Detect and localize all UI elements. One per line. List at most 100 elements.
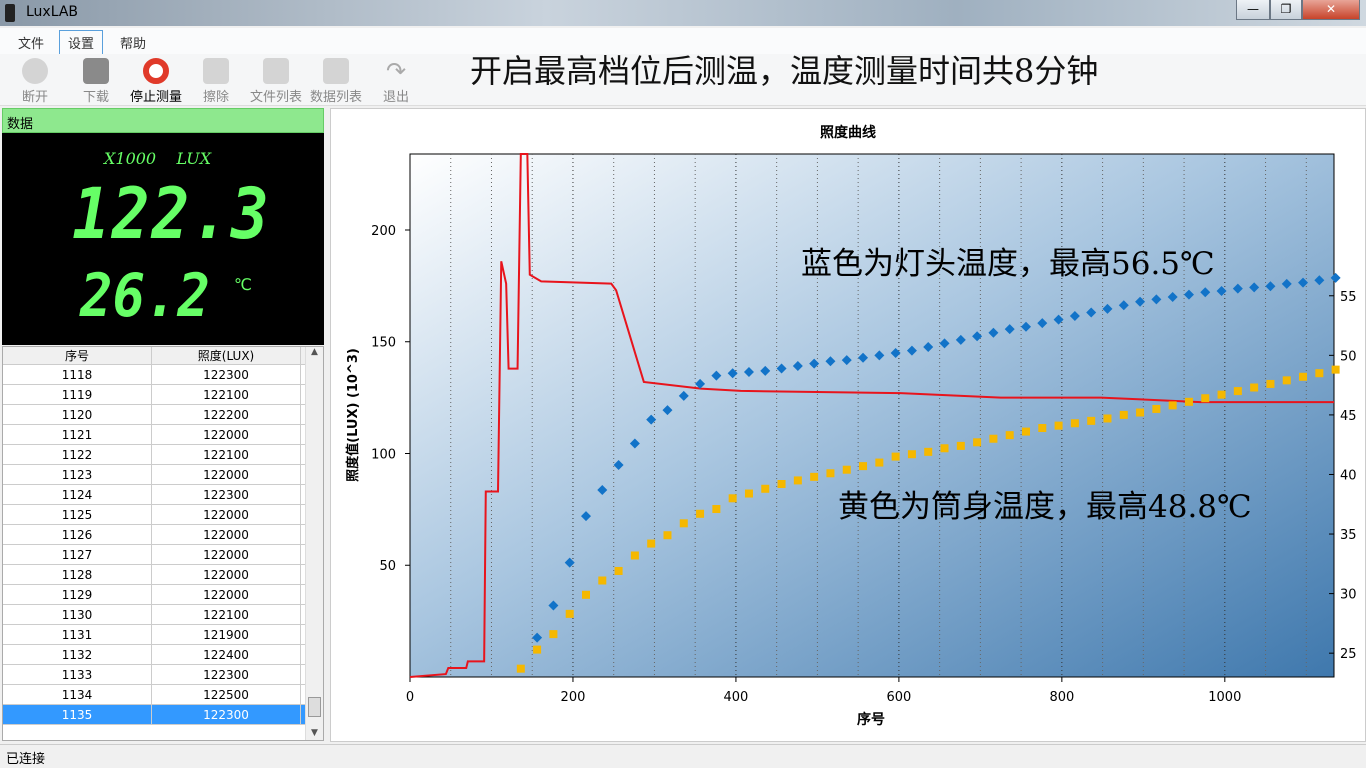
maximize-button[interactable]: ❐ (1270, 0, 1302, 20)
y2-tick-label: 50 (1340, 349, 1357, 364)
table-row[interactable]: 1133 122300 (3, 665, 323, 685)
erase-button[interactable]: 擦除 (203, 58, 229, 105)
table-row[interactable]: 1119 122100 (3, 385, 323, 405)
plot-area (409, 153, 1335, 678)
head-temp-point (1167, 291, 1178, 302)
scroll-thumb[interactable] (308, 697, 321, 717)
head-temp-point (923, 341, 934, 352)
col-lux[interactable]: 照度(LUX) (152, 347, 301, 364)
head-temp-point (1004, 324, 1015, 335)
unit-label: X1000 LUX (104, 149, 212, 168)
temp-unit: ℃ (234, 275, 252, 294)
cell-lux: 122300 (152, 365, 301, 384)
disconnect-button[interactable]: 断开 (22, 58, 48, 105)
table-row[interactable]: 1126 122000 (3, 525, 323, 545)
head-temp-point (1102, 303, 1113, 314)
address-book-icon (83, 58, 109, 84)
annotation-body-temp: 黄色为筒身温度，最高48.8℃ (838, 489, 1252, 525)
table-row[interactable]: 1128 122000 (3, 565, 323, 585)
head-temp-point (548, 600, 559, 611)
head-temp-point (597, 484, 608, 495)
head-temp-point (662, 405, 673, 416)
x-tick-label: 400 (724, 690, 749, 705)
y2-tick-label: 45 (1340, 409, 1357, 424)
body-temp-point (907, 450, 916, 459)
body-temp-point (549, 630, 558, 639)
table-row[interactable]: 1130 122100 (3, 605, 323, 625)
menu-help[interactable]: 帮助 (120, 37, 147, 52)
table-row[interactable]: 1127 122000 (3, 545, 323, 565)
table-scrollbar[interactable]: ▲ ▼ (305, 347, 323, 740)
download-button[interactable]: 下载 (83, 58, 109, 105)
table-row[interactable]: 1129 122000 (3, 585, 323, 605)
stop-measure-button[interactable]: 停止测量 (130, 58, 182, 105)
head-temp-point (874, 350, 885, 361)
body-temp-point (582, 590, 590, 599)
cell-lux: 122100 (152, 605, 301, 624)
table-row[interactable]: 1122 122100 (3, 445, 323, 465)
body-temp-point (891, 452, 900, 461)
lux-chart: 照度曲线 0 200 400 600 800 1000 50 100 150 200 25 30 35 4… (345, 124, 1357, 728)
cell-lux: 122300 (152, 485, 301, 504)
menu-file[interactable]: 文件 (18, 37, 45, 52)
head-temp-point (1118, 300, 1129, 311)
head-temp-point (711, 370, 722, 381)
head-temp-point (743, 367, 754, 378)
body-temp-point (1233, 387, 1242, 396)
close-button[interactable]: ✕ (1302, 0, 1360, 20)
table-row[interactable]: 1118 122300 (3, 365, 323, 385)
body-temp-point (859, 462, 868, 471)
head-temp-point (613, 459, 624, 470)
body-temp-point (630, 551, 639, 560)
table-row[interactable]: 1134 122500 (3, 685, 323, 705)
data-list-button[interactable]: 数据列表 (310, 58, 362, 105)
table-row[interactable]: 1123 122000 (3, 465, 323, 485)
table-row[interactable]: 1132 122400 (3, 645, 323, 665)
cell-lux: 122000 (152, 565, 301, 584)
body-temp-point (1103, 414, 1112, 423)
cell-lux: 122000 (152, 545, 301, 564)
file-list-button[interactable]: 文件列表 (250, 58, 302, 105)
cell-index: 1134 (3, 685, 152, 704)
head-temp-point (564, 557, 575, 568)
table-row[interactable]: 1131 121900 (3, 625, 323, 645)
body-temp-point (1168, 401, 1177, 410)
app-icon (5, 4, 15, 22)
cell-index: 1120 (3, 405, 152, 424)
head-temp-point (1200, 287, 1211, 298)
col-index[interactable]: 序号 (3, 347, 152, 364)
body-temp-point (924, 447, 933, 456)
head-temp-point (1216, 286, 1227, 297)
head-temp-point (841, 355, 852, 366)
folder-add-icon (263, 58, 289, 84)
table-header: 序号 照度(LUX) (3, 347, 323, 365)
exit-button[interactable]: ↷ 退出 (383, 57, 410, 105)
cell-lux: 122100 (152, 385, 301, 404)
head-temp-point (1151, 294, 1162, 305)
table-row[interactable]: 1121 122000 (3, 425, 323, 445)
head-temp-point (809, 358, 820, 369)
minimize-button[interactable]: — (1236, 0, 1270, 20)
body-temp-point (679, 519, 688, 528)
x-tick-label: 800 (1049, 690, 1074, 705)
table-row[interactable]: 1125 122000 (3, 505, 323, 525)
body-temp-point (842, 465, 851, 474)
body-temp-point (744, 489, 753, 498)
cell-index: 1118 (3, 365, 152, 384)
menu-settings[interactable]: 设置 (59, 30, 104, 55)
body-temp-point (989, 434, 998, 443)
body-temp-point (1022, 427, 1030, 436)
cell-lux: 122400 (152, 645, 301, 664)
cell-lux: 122000 (152, 585, 301, 604)
body-temp-point (1201, 394, 1210, 403)
body-temp-point (875, 458, 884, 467)
table-row[interactable]: 1135 122300 (3, 705, 323, 725)
banner-caption: 开启最高档位后测温，温度测量时间共8分钟 (470, 52, 1099, 90)
table-row[interactable]: 1120 122200 (3, 405, 323, 425)
body-temp-point (1087, 416, 1096, 425)
x-tick-label: 0 (406, 690, 414, 705)
cell-index: 1133 (3, 665, 152, 684)
recycle-bin-icon (203, 58, 229, 84)
table-row[interactable]: 1124 122300 (3, 485, 323, 505)
cell-lux: 122200 (152, 405, 301, 424)
